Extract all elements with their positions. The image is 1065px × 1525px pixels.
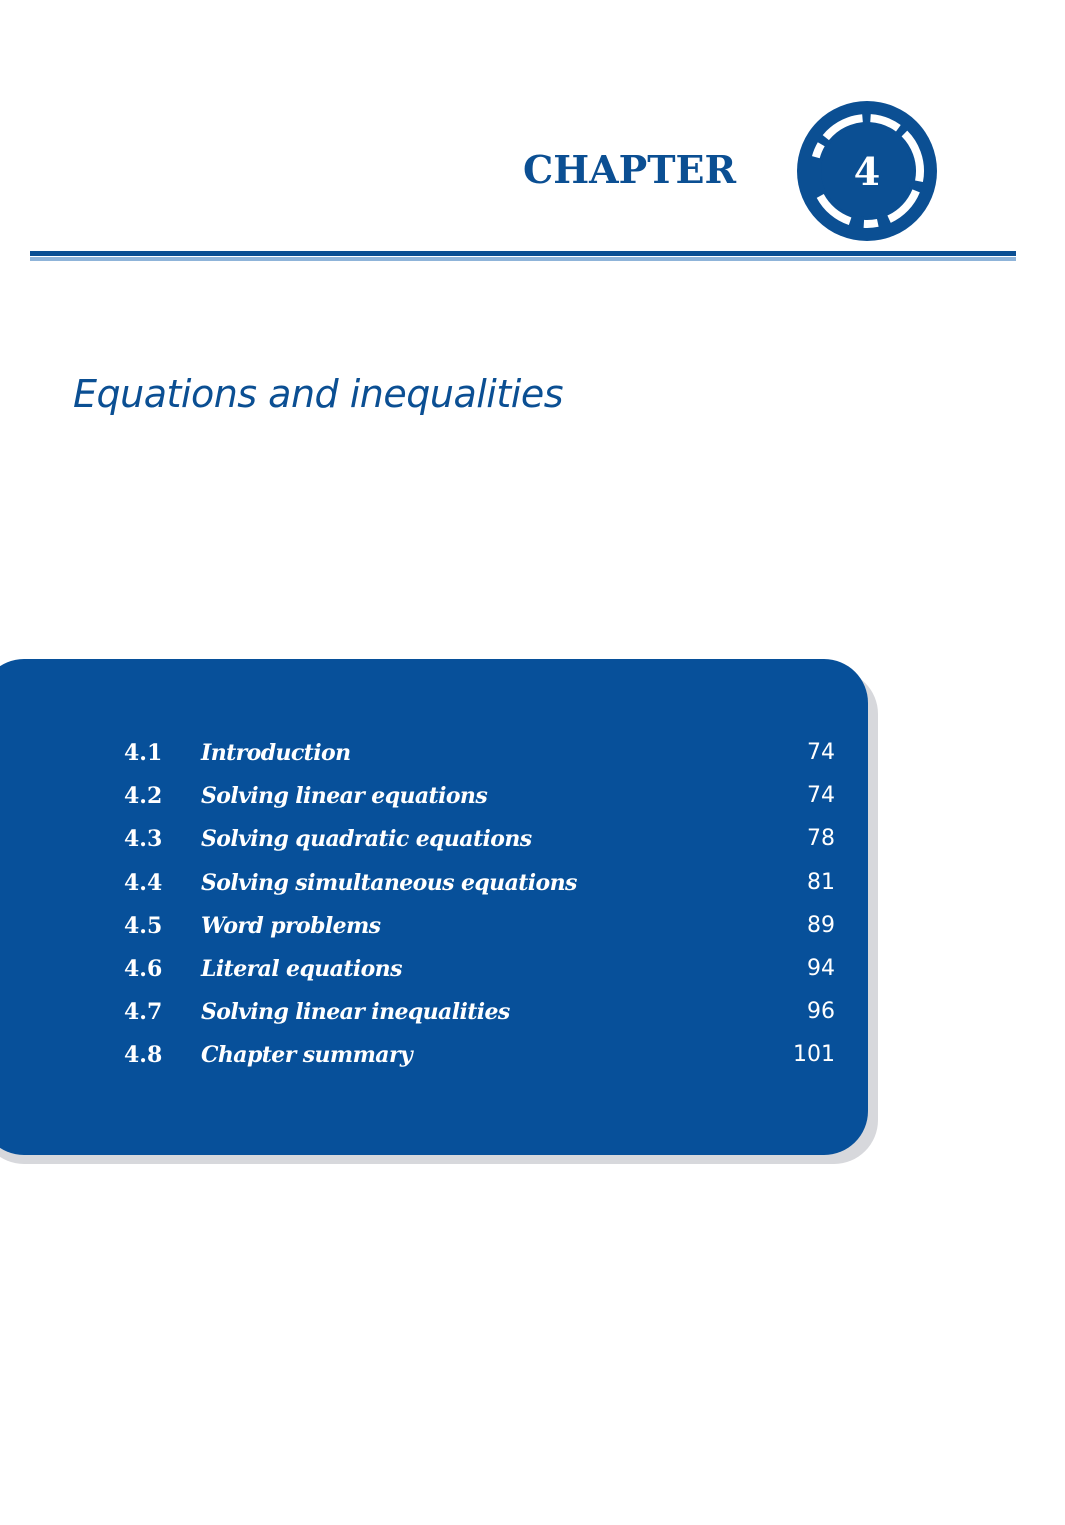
- toc-section-title[interactable]: Chapter summary: [201, 1042, 413, 1069]
- toc-row[interactable]: 4.4 Solving simultaneous equations 81: [0, 862, 1065, 905]
- toc-row[interactable]: 4.2 Solving linear equations 74: [0, 775, 1065, 818]
- toc-section-number: 4.4: [124, 869, 163, 896]
- toc-section-number: 4.2: [124, 783, 163, 810]
- chapter-number-badge: 4: [797, 101, 937, 241]
- toc-row[interactable]: 4.3 Solving quadratic equations 78: [0, 818, 1065, 861]
- toc-page-number: 78: [807, 826, 835, 852]
- chapter-title: Equations and inequalities: [73, 372, 564, 416]
- table-of-contents: 4.1 Introduction 74 4.2 Solving linear e…: [0, 732, 1065, 1078]
- toc-row[interactable]: 4.8 Chapter summary 101: [0, 1034, 1065, 1077]
- toc-row[interactable]: 4.5 Word problems 89: [0, 905, 1065, 948]
- toc-row[interactable]: 4.6 Literal equations 94: [0, 948, 1065, 991]
- toc-section-title[interactable]: Literal equations: [201, 955, 402, 982]
- toc-page-number: 96: [807, 999, 835, 1025]
- toc-section-number: 4.5: [124, 912, 163, 939]
- toc-section-number: 4.8: [124, 1042, 163, 1069]
- toc-section-title[interactable]: Solving quadratic equations: [201, 826, 532, 853]
- toc-page-number: 81: [807, 869, 835, 895]
- badge-inner-circle: [821, 125, 913, 217]
- toc-page-number: 89: [807, 912, 835, 938]
- toc-page-number: 74: [807, 740, 835, 765]
- toc-section-number: 4.3: [124, 826, 163, 853]
- badge-dashed-ring: [810, 114, 924, 228]
- toc-section-title[interactable]: Solving linear inequalities: [201, 999, 510, 1026]
- chapter-label: CHAPTER: [523, 147, 737, 192]
- toc-page-number: 74: [807, 783, 835, 809]
- toc-row[interactable]: 4.7 Solving linear inequalities 96: [0, 991, 1065, 1034]
- toc-panel: [0, 659, 868, 1155]
- toc-section-title[interactable]: Solving simultaneous equations: [201, 869, 577, 896]
- toc-section-number: 4.7: [124, 999, 163, 1026]
- header-rule-thick: [30, 251, 1016, 256]
- toc-section-title[interactable]: Solving linear equations: [201, 783, 488, 810]
- toc-page-number: 94: [807, 955, 835, 981]
- toc-section-number: 4.1: [124, 740, 163, 766]
- toc-page-number: 101: [793, 1042, 835, 1068]
- toc-section-title[interactable]: Word problems: [201, 912, 381, 939]
- chapter-number: 4: [854, 149, 880, 194]
- toc-section-title[interactable]: Introduction: [201, 740, 351, 766]
- toc-section-number: 4.6: [124, 955, 163, 982]
- toc-row[interactable]: 4.1 Introduction 74: [0, 732, 1065, 775]
- header-rule-thin: [30, 257, 1016, 261]
